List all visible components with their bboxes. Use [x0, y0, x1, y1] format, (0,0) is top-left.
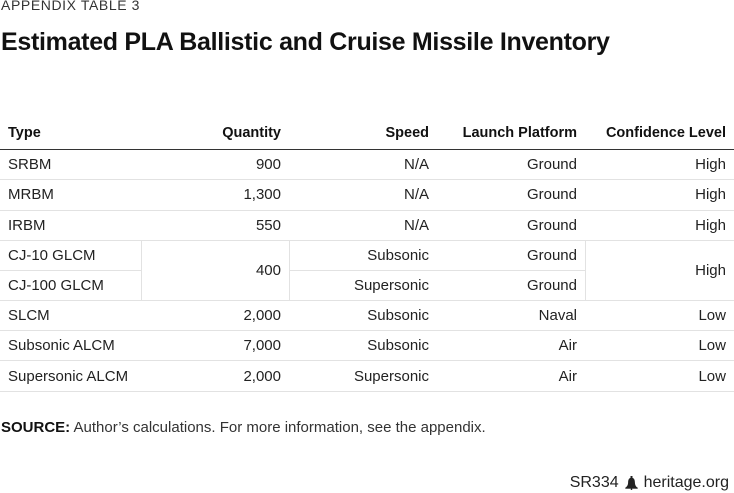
column-divider — [141, 240, 142, 300]
cell-launch-platform: Naval — [538, 307, 577, 325]
source-label: SOURCE: — [1, 419, 71, 436]
header-quantity: Quantity — [222, 124, 281, 141]
column-divider — [289, 240, 290, 300]
cell-confidence: Low — [698, 367, 726, 385]
table-row: CJ-100 GLCM Supersonic Ground — [0, 270, 734, 300]
source-text: Author’s calculations. For more informat… — [73, 419, 486, 436]
cell-type: SLCM — [8, 307, 50, 325]
cell-quantity-merged: 400 — [255, 261, 281, 279]
cell-confidence: Low — [698, 337, 726, 355]
cell-speed: N/A — [403, 156, 429, 174]
cell-launch-platform: Air — [558, 337, 577, 355]
cell-type: SRBM — [8, 156, 52, 174]
table-header-row: Type Quantity Speed Launch Platform Conf… — [0, 116, 734, 150]
cell-type: CJ-100 GLCM — [8, 276, 104, 294]
cell-type: CJ-10 GLCM — [8, 247, 96, 265]
column-divider — [585, 240, 586, 300]
merged-row-group: CJ-10 GLCM Subsonic Ground CJ-100 GLCM S… — [0, 240, 734, 301]
row-divider — [0, 270, 141, 272]
table-row: SRBM 900 N/A Ground High — [0, 150, 734, 181]
cell-quantity: 2,000 — [243, 307, 281, 325]
cell-speed: N/A — [403, 216, 429, 234]
cell-launch-platform: Ground — [526, 276, 577, 294]
page-title: Estimated PLA Ballistic and Cruise Missi… — [1, 28, 610, 56]
cell-quantity: 1,300 — [243, 186, 281, 204]
header-speed: Speed — [385, 124, 429, 141]
liberty-bell-icon — [624, 476, 638, 490]
cell-speed: Subsonic — [367, 337, 429, 355]
header-launch-platform: Launch Platform — [462, 124, 577, 141]
cell-quantity: 900 — [255, 156, 281, 174]
cell-launch-platform: Ground — [526, 247, 577, 265]
missile-inventory-table: Type Quantity Speed Launch Platform Conf… — [0, 116, 734, 392]
cell-confidence: Low — [698, 307, 726, 325]
table-row: SLCM 2,000 Subsonic Naval Low — [0, 301, 734, 332]
cell-type: Subsonic ALCM — [8, 337, 115, 355]
cell-confidence: High — [695, 216, 726, 234]
cell-type: Supersonic ALCM — [8, 367, 129, 385]
cell-speed: Supersonic — [353, 367, 429, 385]
cell-quantity: 550 — [255, 216, 281, 234]
cell-launch-platform: Ground — [526, 186, 577, 204]
table-row: CJ-10 GLCM Subsonic Ground — [0, 241, 734, 271]
cell-speed: Supersonic — [353, 276, 429, 294]
cell-quantity: 7,000 — [243, 337, 281, 355]
eyebrow-label: APPENDIX TABLE 3 — [1, 0, 141, 13]
cell-launch-platform: Ground — [526, 156, 577, 174]
cell-speed: Subsonic — [367, 247, 429, 265]
header-type: Type — [8, 124, 41, 141]
footer: SR334 heritage.org — [570, 474, 729, 492]
cell-speed: N/A — [403, 186, 429, 204]
source-note: SOURCE: Author’s calculations. For more … — [1, 419, 486, 436]
cell-speed: Subsonic — [367, 307, 429, 325]
cell-launch-platform: Air — [558, 367, 577, 385]
cell-type: MRBM — [8, 186, 54, 204]
table-row: Supersonic ALCM 2,000 Supersonic Air Low — [0, 361, 734, 392]
cell-launch-platform: Ground — [526, 216, 577, 234]
table-row: IRBM 550 N/A Ground High — [0, 211, 734, 241]
cell-quantity: 2,000 — [243, 367, 281, 385]
cell-confidence-merged: High — [695, 261, 726, 279]
cell-confidence: High — [695, 156, 726, 174]
site-link[interactable]: heritage.org — [643, 474, 729, 491]
table-row: MRBM 1,300 N/A Ground High — [0, 180, 734, 211]
report-code: SR334 — [569, 474, 619, 491]
cell-type: IRBM — [8, 216, 46, 234]
table-row: Subsonic ALCM 7,000 Subsonic Air Low — [0, 331, 734, 362]
header-confidence-level: Confidence Level — [605, 124, 726, 141]
row-divider — [289, 270, 585, 272]
cell-confidence: High — [695, 186, 726, 204]
